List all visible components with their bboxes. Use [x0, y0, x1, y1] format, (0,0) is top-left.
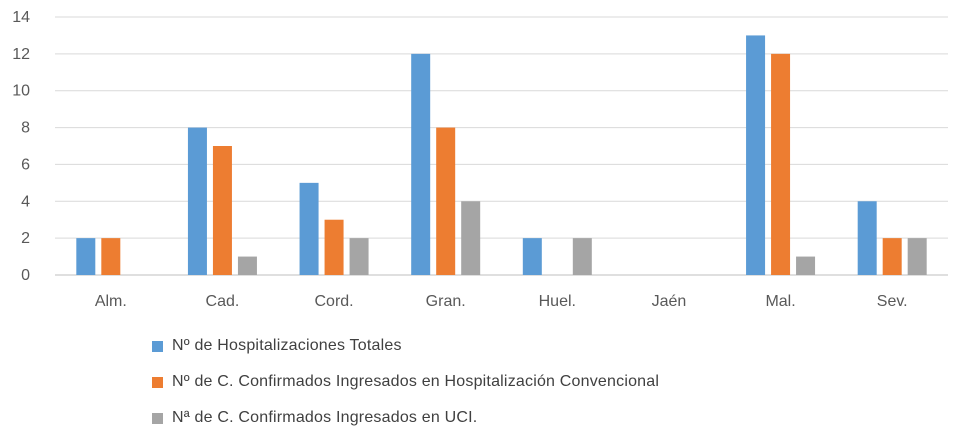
legend: Nº de Hospitalizaciones Totales Nº de C.… — [152, 328, 659, 436]
x-tick-label: Huel. — [539, 293, 576, 310]
legend-item-total: Nº de Hospitalizaciones Totales — [152, 328, 659, 364]
bar — [771, 53, 791, 275]
x-tick-label: Jaén — [652, 293, 687, 310]
y-tick-label: 8 — [21, 120, 30, 137]
bar — [882, 238, 902, 275]
x-tick-label: Cord. — [315, 293, 354, 310]
x-tick-label: Alm. — [95, 293, 127, 310]
y-tick-label: 10 — [12, 83, 30, 100]
bar — [436, 127, 456, 275]
y-tick-label: 2 — [21, 230, 30, 247]
bar — [572, 238, 592, 275]
bar — [76, 238, 96, 275]
y-tick-label: 0 — [21, 267, 30, 284]
bar — [857, 201, 877, 275]
bar — [299, 182, 319, 275]
bar — [212, 146, 232, 275]
legend-swatch — [152, 340, 163, 352]
bar — [101, 238, 121, 275]
y-tick-label: 4 — [21, 193, 30, 210]
bar — [324, 219, 344, 275]
legend-item-uci: Nª de C. Confirmados Ingresados en UCI. — [152, 400, 659, 436]
bar — [237, 256, 257, 275]
x-tick-label: Gran. — [426, 293, 466, 310]
bar — [907, 238, 927, 275]
y-tick-label: 6 — [21, 156, 30, 173]
bars — [76, 35, 927, 275]
x-axis: Alm. Cad. Cord. Gran. Huel. Jaén Mal. Sev. — [95, 293, 908, 310]
x-tick-label: Cad. — [206, 293, 240, 310]
bar — [461, 201, 481, 275]
legend-swatch — [152, 376, 163, 388]
bar — [522, 238, 542, 275]
legend-item-convencional: Nº de C. Confirmados Ingresados en Hospi… — [152, 364, 659, 400]
y-tick-label: 14 — [12, 9, 30, 26]
bar-chart: 0 2 4 6 8 10 12 14 Alm. Cad. Cord. Gran. Huel. Jaén M… — [12, 9, 948, 310]
bar — [349, 238, 369, 275]
legend-label: Nº de Hospitalizaciones Totales — [172, 337, 402, 354]
y-tick-label: 12 — [12, 46, 30, 63]
y-axis: 0 2 4 6 8 10 12 14 — [12, 9, 30, 284]
bar — [746, 35, 766, 275]
bar — [187, 127, 207, 275]
legend-swatch — [152, 412, 163, 424]
x-tick-label: Sev. — [877, 293, 908, 310]
legend-label: Nº de C. Confirmados Ingresados en Hospi… — [172, 373, 660, 390]
bar — [796, 256, 816, 275]
x-tick-label: Mal. — [765, 293, 795, 310]
legend-label: Nª de C. Confirmados Ingresados en UCI. — [172, 409, 478, 426]
bar — [411, 53, 431, 275]
